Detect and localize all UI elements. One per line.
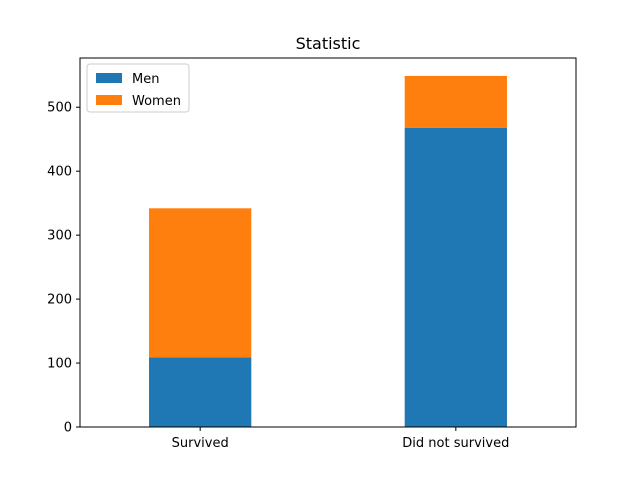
plot-frame — [79, 57, 577, 428]
legend: Men Women — [86, 63, 190, 113]
y-tick-label: 400 — [47, 165, 72, 180]
chart-title: Statistic — [296, 34, 361, 53]
y-tick-label: 200 — [47, 293, 72, 308]
y-tick-label: 100 — [47, 357, 72, 372]
y-tick-label: 300 — [47, 229, 72, 244]
x-tick-label: Survived — [172, 436, 229, 451]
legend-swatch-women — [96, 95, 122, 105]
bar-women-0 — [149, 208, 252, 358]
y-axis: 0 100 200 300 400 500 — [47, 101, 80, 436]
y-tick-label: 0 — [64, 421, 72, 436]
legend-swatch-men — [96, 73, 122, 83]
y-tick-label: 500 — [47, 101, 72, 116]
bars-group — [149, 75, 507, 428]
x-tick-label: Did not survived — [402, 436, 509, 451]
bar-women-1 — [404, 75, 507, 128]
bar-men-0 — [149, 357, 252, 427]
legend-label-men: Men — [132, 72, 159, 87]
bar-men-1 — [404, 127, 507, 428]
legend-label-women: Women — [132, 94, 181, 109]
x-axis: Survived Did not survived — [172, 427, 509, 451]
